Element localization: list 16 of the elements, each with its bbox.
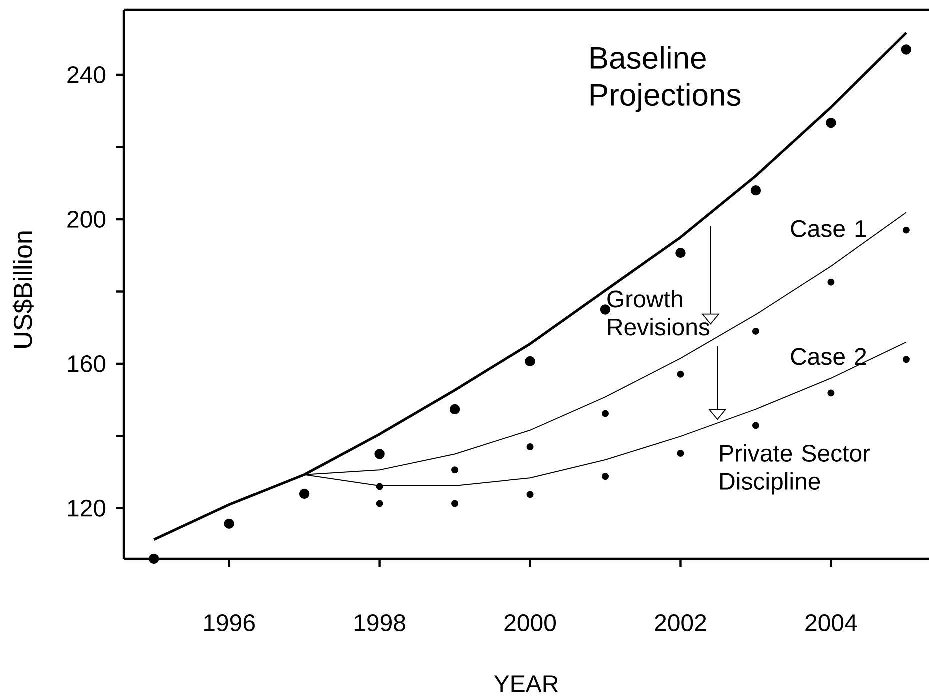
x-tick-label: 2000 [504, 614, 556, 632]
y-tick-label: 160 [68, 355, 106, 372]
y-tick-label: 120 [68, 500, 106, 517]
series-label: Case 1 [791, 220, 866, 238]
y-tick-label: 200 [68, 210, 106, 228]
x-axis-title: YEAR [494, 676, 558, 692]
x-tick-label: 2002 [655, 614, 706, 632]
y-axis-title: US$Billion [12, 232, 34, 348]
x-tick-label: 2004 [806, 614, 858, 632]
series-label: Case 2 [791, 348, 866, 366]
series-label: Baseline Projections [590, 46, 741, 112]
y-tick-label: 240 [68, 66, 106, 84]
annotation: Private Sector Discipline [720, 444, 870, 495]
x-tick-label: 1998 [354, 614, 406, 632]
annotation: Growth Revisions [608, 290, 710, 336]
x-tick-label: 1996 [204, 614, 255, 632]
